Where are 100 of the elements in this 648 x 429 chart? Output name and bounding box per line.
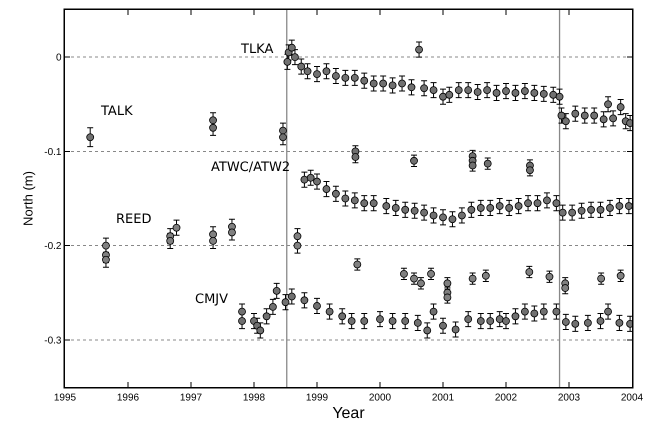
point <box>272 286 281 295</box>
point <box>616 202 624 210</box>
point <box>370 80 378 88</box>
point <box>584 319 592 327</box>
point <box>423 326 432 334</box>
point <box>353 260 362 268</box>
point <box>326 308 334 316</box>
series-label: TLKA <box>240 42 274 57</box>
point <box>209 237 217 245</box>
point <box>408 83 416 92</box>
point <box>350 74 359 82</box>
x-tick-label: 1998 <box>242 392 266 404</box>
point <box>558 112 566 120</box>
series-label: TALK <box>100 104 134 119</box>
point <box>468 274 477 283</box>
point <box>338 312 346 320</box>
point <box>430 212 438 220</box>
point <box>597 274 606 283</box>
point <box>448 215 456 224</box>
point <box>401 206 410 214</box>
point <box>524 199 532 208</box>
point <box>439 213 447 222</box>
point <box>348 317 356 325</box>
point <box>300 176 308 184</box>
point <box>279 133 287 142</box>
x-axis-title: Year <box>332 404 366 422</box>
series-label: ATWC/ATW2 <box>211 160 290 175</box>
point <box>238 317 246 325</box>
point <box>370 199 378 208</box>
point <box>616 319 624 327</box>
point <box>382 202 390 210</box>
point <box>549 90 558 99</box>
point <box>521 87 529 95</box>
x-tick-label: 2000 <box>368 392 392 404</box>
point <box>484 160 492 168</box>
point <box>590 112 598 120</box>
y-tick-label: -0.2 <box>44 241 62 252</box>
point <box>102 256 110 264</box>
x-tick-label: 1996 <box>116 392 140 404</box>
series-label: CMJV <box>195 292 228 307</box>
point <box>486 204 494 212</box>
point <box>304 67 312 76</box>
point <box>444 294 452 302</box>
point <box>505 204 514 212</box>
point <box>352 153 360 161</box>
point <box>525 268 534 276</box>
point <box>388 317 396 325</box>
point <box>279 126 287 135</box>
point <box>568 208 576 217</box>
point <box>427 270 435 278</box>
point <box>552 308 560 316</box>
point <box>379 80 388 88</box>
point <box>209 116 217 124</box>
point <box>464 315 472 324</box>
point <box>398 80 406 88</box>
point <box>439 92 447 101</box>
point <box>291 53 299 62</box>
point <box>486 317 494 325</box>
point <box>476 204 485 212</box>
point <box>360 76 368 85</box>
y-tick-label: -0.1 <box>44 146 62 158</box>
point <box>624 202 632 210</box>
point <box>262 312 270 320</box>
point <box>288 44 296 52</box>
point <box>512 312 520 320</box>
point <box>571 320 580 328</box>
point <box>604 308 612 316</box>
point <box>376 315 384 324</box>
point <box>350 196 359 204</box>
point <box>420 208 428 217</box>
point <box>410 274 418 283</box>
point <box>322 185 330 193</box>
point <box>332 72 340 80</box>
point <box>580 112 589 120</box>
point <box>209 230 217 238</box>
point <box>540 308 548 316</box>
point <box>322 67 330 76</box>
point <box>288 292 296 300</box>
point <box>561 284 570 292</box>
point <box>166 237 174 245</box>
point <box>502 317 510 325</box>
point <box>172 224 180 232</box>
point <box>558 208 567 217</box>
point <box>300 296 308 304</box>
point <box>458 212 466 220</box>
point <box>474 88 482 96</box>
point <box>313 178 321 186</box>
point <box>616 103 625 111</box>
point <box>540 90 548 98</box>
point <box>543 196 551 204</box>
point <box>496 315 504 324</box>
point <box>388 82 396 90</box>
point <box>102 242 110 250</box>
point <box>512 89 520 97</box>
point <box>269 302 277 311</box>
point <box>401 317 410 325</box>
x-tick-label: 2002 <box>494 392 518 404</box>
point <box>452 326 460 334</box>
point <box>430 308 438 316</box>
point <box>600 115 608 124</box>
